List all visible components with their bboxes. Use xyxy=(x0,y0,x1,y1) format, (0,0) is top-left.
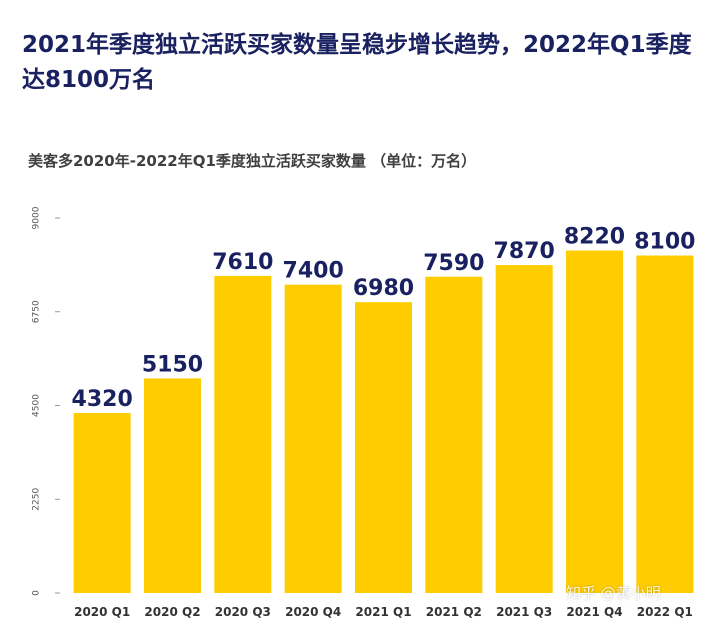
watermark-text: 知乎 @黄小明 xyxy=(566,584,661,602)
bar xyxy=(214,275,272,593)
bars xyxy=(73,250,694,593)
x-tick-label: 2022 Q1 xyxy=(637,605,693,619)
x-tick-label: 2021 Q1 xyxy=(355,605,411,619)
y-tick-label: 9000 xyxy=(32,206,42,229)
bar xyxy=(636,255,694,593)
data-label: 7590 xyxy=(423,251,484,276)
y-tick-label: 2250 xyxy=(32,488,42,511)
bar xyxy=(73,413,131,593)
page-title: 2021年季度独立活跃买家数量呈稳步增长趋势，2022年Q1季度达8100万名 xyxy=(22,32,692,93)
y-tick-label: 6750 xyxy=(32,300,42,323)
y-tick-label: 4500 xyxy=(32,394,42,417)
data-label: 8100 xyxy=(634,230,695,255)
y-tick-label: 0 xyxy=(32,590,42,596)
data-label: 6980 xyxy=(353,276,414,301)
bar xyxy=(144,378,201,593)
x-tick-label: 2021 Q3 xyxy=(496,605,552,619)
data-label: 4320 xyxy=(72,387,133,412)
y-axis: 0 2250 4500 6750 9000 xyxy=(32,206,60,596)
chart-subtitle: 美客多2020年-2022年Q1季度独立活跃买家数量 （单位：万名） xyxy=(28,152,477,170)
x-tick-label: 2020 Q1 xyxy=(74,605,130,619)
x-tick-label: 2021 Q4 xyxy=(566,605,622,619)
data-label: 5150 xyxy=(142,352,203,377)
data-labels: 4320 5150 7610 7400 6980 7590 7870 8220 8100 xyxy=(72,225,696,413)
x-tick-label: 2021 Q2 xyxy=(426,605,482,619)
x-tick-label: 2020 Q3 xyxy=(215,605,271,619)
data-label: 7400 xyxy=(283,259,344,284)
bar xyxy=(566,250,623,593)
x-tick-label: 2020 Q4 xyxy=(285,605,341,619)
x-tick-label: 2020 Q2 xyxy=(144,605,200,619)
data-label: 7610 xyxy=(212,250,273,275)
data-label: 8220 xyxy=(564,225,625,250)
data-label: 7870 xyxy=(494,239,555,264)
bar xyxy=(284,284,342,593)
x-axis: 2020 Q1 2020 Q2 2020 Q3 2020 Q4 2021 Q1 2021 … xyxy=(74,605,693,619)
bar xyxy=(355,302,412,593)
bar xyxy=(495,265,553,593)
bar xyxy=(425,276,483,593)
